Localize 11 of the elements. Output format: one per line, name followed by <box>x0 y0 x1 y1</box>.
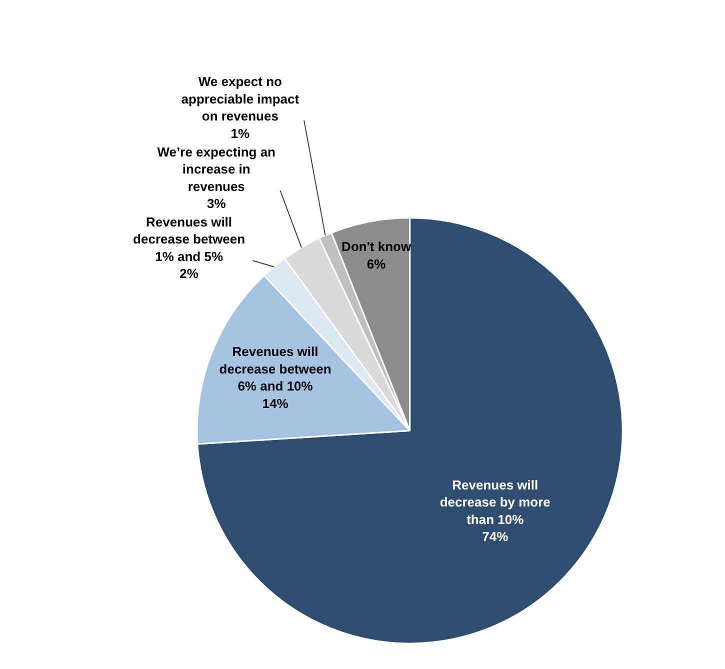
data-label: 3% <box>206 196 226 212</box>
slice-label: Revenues will decrease between 1% and 5% <box>133 214 246 264</box>
data-label: 1% <box>230 126 250 141</box>
data-label: 14% <box>262 396 289 411</box>
data-label: 6% <box>366 256 386 272</box>
slice-label: Revenues will decrease by more than 10% <box>440 477 550 527</box>
slice-label: We’re expecting an increase in revenues <box>157 144 276 194</box>
slice-label: We expect no appreciable impact on revenues <box>181 74 300 124</box>
data-label: 2% <box>180 266 199 282</box>
slice-label: Revenues will decrease between 6% and 10% <box>219 344 332 394</box>
data-label: 74% <box>482 529 509 544</box>
